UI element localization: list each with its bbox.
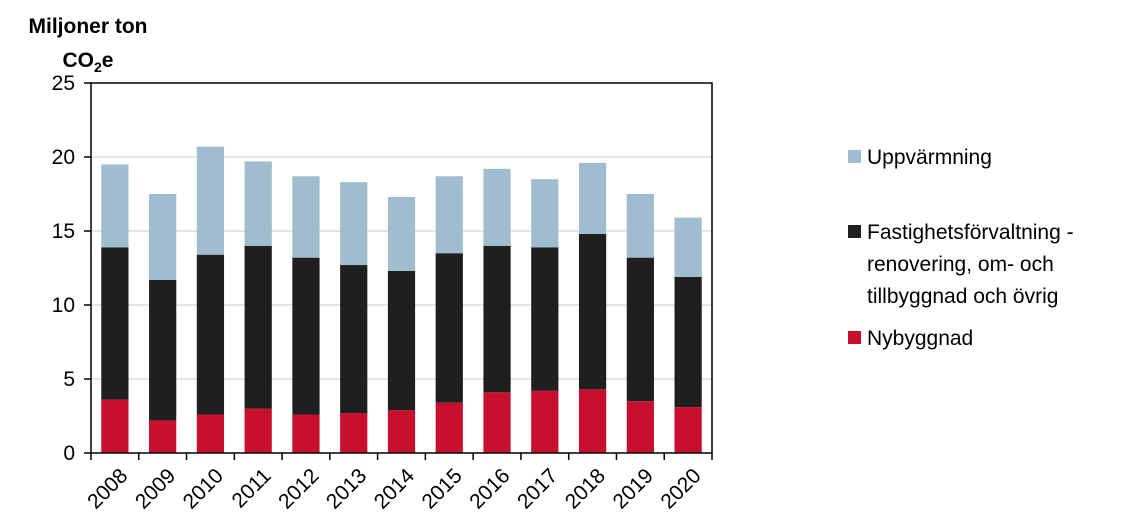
y-tick-label: 25 (52, 72, 75, 95)
legend-label-nybyggnad: Nybyggnad (867, 327, 973, 350)
bar-segment-uppvarmning-2009 (149, 194, 177, 280)
bar-segment-uppvarmning-2014 (387, 196, 416, 271)
bar-segment-fastighetsforvaltning-2019 (626, 257, 654, 402)
x-tick-label-2010: 2010 (179, 464, 228, 513)
y-tick-labels: 0 5 10 15 20 25 (52, 72, 75, 465)
bar-segment-fastighetsforvaltning-2009 (149, 279, 177, 421)
bar-segment-fastighetsforvaltning-2018 (578, 233, 607, 390)
bar-segment-fastighetsforvaltning-2017 (531, 247, 559, 391)
y-axis-label-line2: CO2e (63, 49, 114, 75)
bar-segment-nybyggnad-2014 (387, 410, 416, 453)
y-tick-label: 10 (52, 294, 75, 317)
plot-frame (90, 82, 713, 454)
bar-segment-nybyggnad-2017 (531, 390, 559, 453)
y-tick-label: 0 (63, 442, 75, 465)
y-tick-label: 5 (63, 368, 75, 391)
x-tick-label-2020: 2020 (656, 464, 705, 513)
bar-segment-nybyggnad-2015 (435, 402, 463, 453)
y-tick-label: 20 (52, 146, 75, 169)
bar-segment-nybyggnad-2020 (674, 407, 702, 453)
x-tick-label-2012: 2012 (274, 464, 323, 513)
bar-segment-uppvarmning-2019 (626, 194, 654, 258)
bar-segment-nybyggnad-2016 (483, 392, 511, 453)
x-tick-label-2015: 2015 (418, 464, 467, 513)
bar-segment-uppvarmning-2016 (483, 168, 511, 246)
x-tick-label-2016: 2016 (465, 464, 514, 513)
axes (84, 82, 713, 460)
bar-segment-nybyggnad-2012 (292, 414, 320, 453)
y-axis-label-e: e (102, 49, 114, 72)
x-tick-label-2008: 2008 (83, 464, 132, 513)
bar-segment-uppvarmning-2015 (435, 176, 463, 254)
bar-segment-fastighetsforvaltning-2012 (292, 257, 320, 415)
bar-segment-nybyggnad-2009 (149, 420, 177, 453)
x-tick-label-2009: 2009 (131, 464, 180, 513)
bar-segment-uppvarmning-2018 (578, 162, 607, 234)
bar-segment-nybyggnad-2011 (244, 408, 272, 453)
x-tick-label-2013: 2013 (322, 464, 371, 513)
legend: Uppvärmning Fastighetsförvaltning - renove… (848, 146, 1074, 350)
legend-label-uppvarmning: Uppvärmning (867, 146, 992, 169)
bars (101, 146, 702, 453)
bar-segment-nybyggnad-2013 (340, 413, 368, 453)
legend-swatch-nybyggnad (848, 331, 861, 344)
bar-segment-uppvarmning-2017 (531, 179, 559, 248)
bar-segment-fastighetsforvaltning-2013 (340, 265, 368, 414)
bar-segment-fastighetsforvaltning-2014 (387, 270, 416, 411)
bar-segment-fastighetsforvaltning-2015 (435, 253, 463, 403)
y-tick-label: 15 (52, 220, 75, 243)
bar-segment-fastighetsforvaltning-2020 (674, 276, 702, 408)
x-tick-label-2011: 2011 (228, 464, 276, 512)
bar-segment-fastighetsforvaltning-2010 (196, 254, 225, 415)
x-tick-label-2014: 2014 (370, 464, 420, 514)
bar-segment-uppvarmning-2012 (292, 176, 320, 258)
y-axis-label-co: CO (63, 49, 95, 72)
x-tick-label-2019: 2019 (609, 464, 658, 513)
bar-segment-nybyggnad-2018 (578, 389, 607, 453)
bar-segment-uppvarmning-2020 (674, 217, 702, 277)
legend-swatch-fastighetsforvaltning (848, 225, 861, 238)
x-tick-label-2018: 2018 (561, 464, 610, 513)
legend-label-fastighetsforvaltning: tillbyggnad och övrig (867, 285, 1058, 308)
bar-segment-nybyggnad-2019 (626, 401, 654, 453)
legend-label-fastighetsforvaltning: renovering, om- och (867, 253, 1054, 276)
legend-label-fastighetsforvaltning: Fastighetsförvaltning - (867, 221, 1074, 244)
bar-segment-fastighetsforvaltning-2008 (101, 247, 129, 400)
bar-segment-nybyggnad-2010 (196, 414, 225, 453)
bar-segment-uppvarmning-2013 (340, 182, 368, 266)
bar-segment-fastighetsforvaltning-2016 (483, 245, 511, 393)
bar-segment-nybyggnad-2008 (101, 399, 129, 453)
bar-segment-uppvarmning-2008 (101, 164, 129, 248)
bar-segment-fastighetsforvaltning-2011 (244, 245, 272, 409)
legend-swatch-uppvarmning (848, 150, 861, 163)
bar-segment-uppvarmning-2010 (196, 146, 225, 255)
y-axis-label-line1: Miljoner ton (29, 15, 148, 38)
x-tick-label-2017: 2017 (513, 464, 562, 513)
bar-segment-uppvarmning-2011 (244, 161, 272, 246)
y-axis-label-subscript: 2 (94, 59, 102, 75)
